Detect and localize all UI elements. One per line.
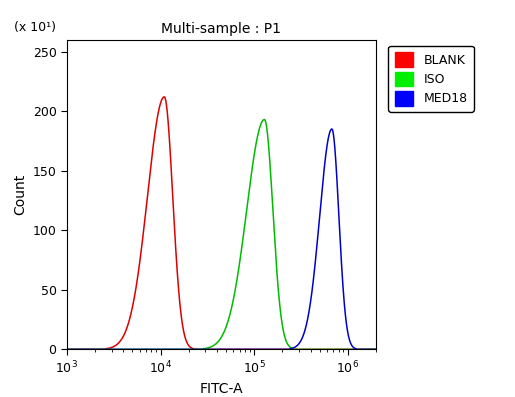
BLANK xyxy=(121,333,127,338)
ISO xyxy=(204,346,210,351)
MED18 xyxy=(121,347,127,352)
ISO xyxy=(350,347,356,352)
Line: MED18: MED18 xyxy=(67,129,394,349)
MED18 xyxy=(385,347,391,352)
BLANK xyxy=(350,347,356,352)
Title: Multi-sample : P1: Multi-sample : P1 xyxy=(161,22,282,36)
Line: ISO: ISO xyxy=(67,119,394,349)
MED18 xyxy=(204,347,210,352)
X-axis label: FITC-A: FITC-A xyxy=(200,382,243,396)
BLANK xyxy=(204,347,210,352)
BLANK xyxy=(161,94,167,99)
BLANK xyxy=(64,347,70,352)
ISO xyxy=(190,347,196,352)
ISO xyxy=(101,347,108,352)
BLANK xyxy=(101,347,108,352)
MED18 xyxy=(329,127,335,131)
ISO xyxy=(121,347,127,352)
BLANK xyxy=(385,347,391,352)
BLANK xyxy=(391,347,398,352)
ISO xyxy=(391,347,398,352)
Legend: BLANK, ISO, MED18: BLANK, ISO, MED18 xyxy=(388,46,474,112)
MED18 xyxy=(64,347,70,352)
ISO xyxy=(64,347,70,352)
MED18 xyxy=(101,347,108,352)
Y-axis label: Count: Count xyxy=(13,174,27,215)
MED18 xyxy=(350,345,356,349)
Line: BLANK: BLANK xyxy=(67,97,394,349)
MED18 xyxy=(190,347,196,352)
BLANK xyxy=(190,346,196,351)
ISO xyxy=(262,117,268,122)
ISO xyxy=(385,347,391,352)
MED18 xyxy=(391,347,398,352)
Text: (x 10¹): (x 10¹) xyxy=(14,21,57,33)
